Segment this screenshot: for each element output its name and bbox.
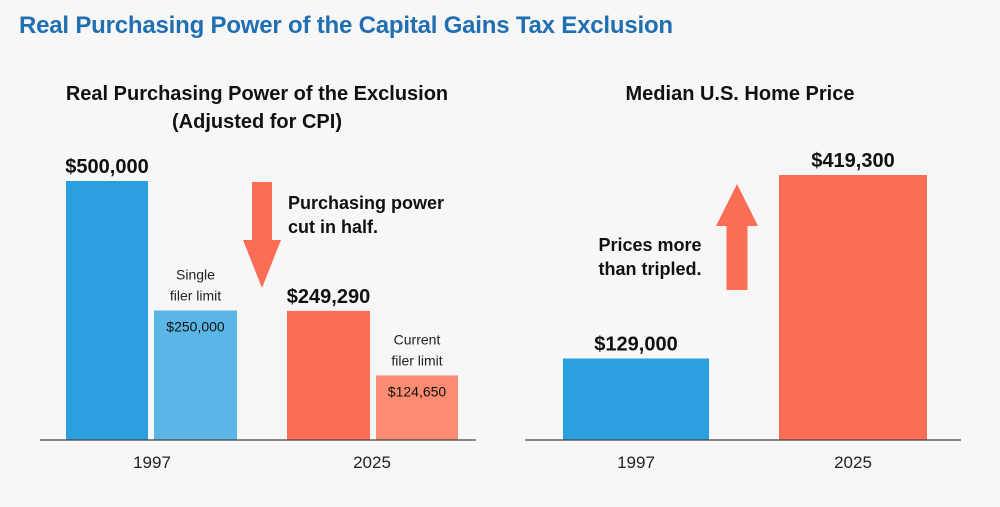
left-bar-1997-secondary [154,310,237,440]
right-x-tick-label: 1997 [617,453,655,472]
right-x-tick-label: 2025 [834,453,872,472]
right-callout-text: than tripled. [599,259,702,279]
left-bar-value-label: $249,290 [287,286,370,308]
right-bar-value-label: $129,000 [594,333,677,355]
right-arrow-up-icon [716,184,758,290]
left-bar-annotation: filer limit [391,352,442,368]
left-bar-annotation: Single [176,267,215,283]
left-bar-annotation: Current [394,331,441,347]
left-bar-value-label: $124,650 [388,383,447,399]
left-bar-2025-secondary [376,375,458,440]
left-callout-text: Purchasing power [288,193,444,213]
left-callout-text: cut in half. [288,217,378,237]
right-chart-title: Median U.S. Home Price [626,83,855,105]
left-bar-1997-primary [66,181,148,440]
right-bar-1997-primary [563,358,709,440]
left-bar-value-label: $500,000 [65,156,148,178]
left-arrow-down-icon [243,182,281,288]
right-callout-text: Prices more [598,235,701,255]
left-x-tick-label: 1997 [133,453,171,472]
right-bar-2025-primary [779,175,927,440]
left-bar-2025-primary [287,310,370,440]
left-chart-title: Real Purchasing Power of the Exclusion [66,83,448,105]
right-bar-value-label: $419,300 [811,150,894,172]
left-chart-title: (Adjusted for CPI) [172,111,342,133]
left-x-tick-label: 2025 [353,453,391,472]
chart-main-title: Real Purchasing Power of the Capital Gai… [19,12,673,39]
left-bar-value-label: $250,000 [166,319,225,335]
left-bar-annotation: filer limit [170,288,221,304]
